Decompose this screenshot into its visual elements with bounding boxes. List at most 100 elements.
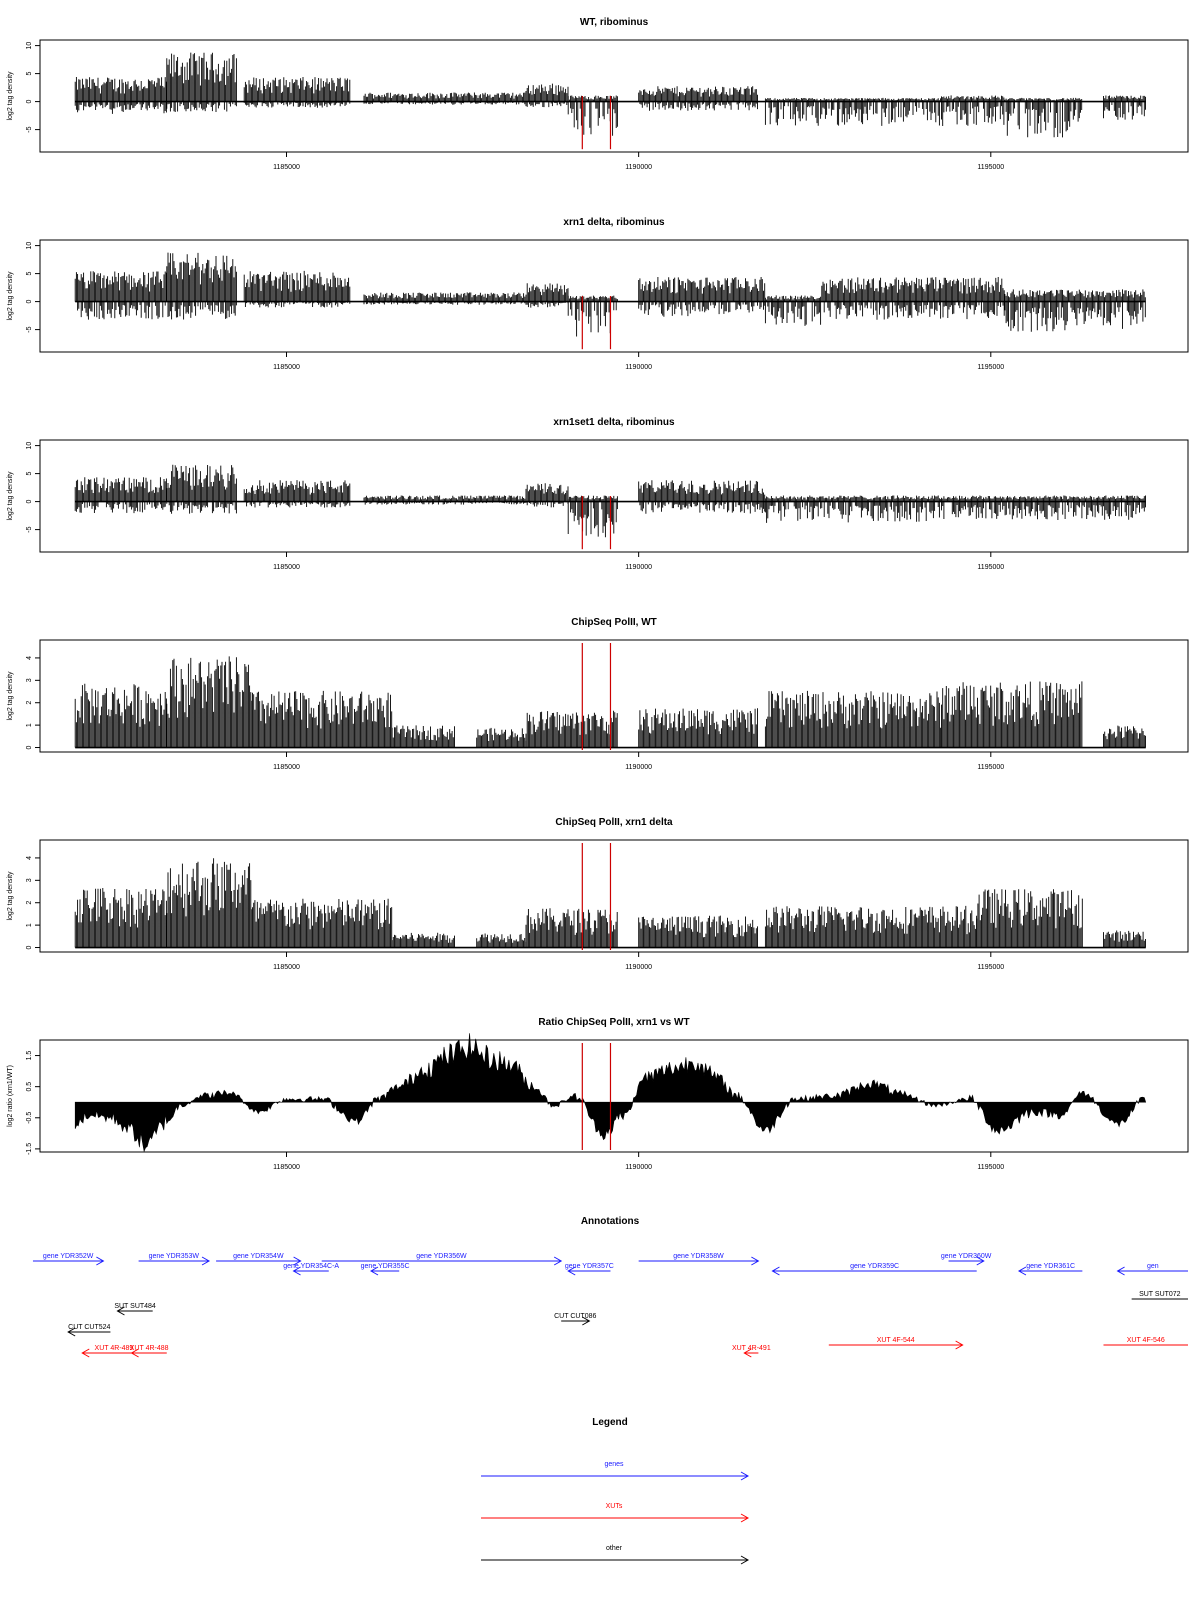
signal-bars [567, 295, 618, 337]
signal-segment [166, 464, 237, 514]
arrowhead-right-icon [740, 1471, 750, 1481]
signal-bars [166, 656, 252, 748]
legend-label: other [606, 1545, 623, 1552]
signal-bars [764, 690, 942, 748]
data-marks [74, 252, 1146, 337]
feature-label: gene YDR352W [43, 1253, 94, 1260]
x-tick-label: 1190000 [625, 364, 652, 371]
signal-segment [525, 283, 569, 308]
signal-segment [166, 656, 252, 748]
y-tick-label: 10 [26, 242, 33, 250]
plot-frame [39, 639, 1189, 753]
signal-segment [363, 92, 526, 105]
feature-label: gene YDR353W [149, 1253, 200, 1260]
signal-segment [638, 86, 758, 111]
feature-label: gene YDR354W [233, 1253, 284, 1260]
signal-segment [638, 480, 766, 514]
x-tick-label: 1190000 [625, 764, 652, 771]
y-tick-label: 2 [26, 901, 33, 905]
feature-label: CUT CUT086 [554, 1313, 596, 1320]
y-tick-label: 0 [26, 500, 33, 504]
annotation-feature: gene YDR357C [565, 1263, 614, 1276]
panel-title: xrn1 delta, ribominus [563, 217, 665, 228]
arrowhead-right-icon [553, 1256, 563, 1266]
annotation-feature: XUT 4F-546 [1103, 1337, 1188, 1346]
y-tick-label: 5 [26, 472, 33, 476]
signal-segment [166, 52, 237, 112]
feature-label: gene YDR360W [941, 1253, 992, 1260]
signal-bars [476, 727, 527, 748]
x-tick-label: 1195000 [977, 764, 1004, 771]
legend-item: genes [481, 1461, 750, 1481]
signal-segment [1103, 725, 1146, 748]
x-tick-label: 1195000 [977, 1164, 1004, 1171]
arrowhead-left-icon [771, 1266, 780, 1276]
plot-frame [39, 1039, 1189, 1153]
panel-title: ChipSeq PolII, xrn1 delta [555, 817, 673, 828]
signal-segment [567, 95, 618, 136]
x-tick-label: 1195000 [977, 164, 1004, 171]
signal-segment [764, 690, 942, 748]
annotation-feature: gene YDR360W [941, 1253, 992, 1266]
y-axis: 10 5 0 -5 [26, 442, 40, 533]
signal-bars [976, 889, 1083, 948]
signal-bars [166, 858, 252, 948]
feature-label: gene YDR361C [1026, 1263, 1075, 1270]
legend-label: XUTs [606, 1503, 623, 1510]
feature-label: gene YDR354C-A [283, 1263, 339, 1270]
arrowhead-right-icon [955, 1340, 964, 1350]
annotations-section: Annotations gene YDR352W gene YDR353W gene… [32, 1216, 1188, 1358]
annotation-feature: SUT SUT072 [1131, 1291, 1188, 1300]
signal-bars [638, 277, 766, 317]
y-tick-label: 10 [26, 42, 33, 50]
y-tick-label: 1.5 [26, 1051, 33, 1061]
signal-bars [525, 83, 569, 108]
legend-item: XUTs [481, 1503, 750, 1523]
y-tick-label: 0 [26, 100, 33, 104]
feature-label: gene YDR355C [361, 1263, 410, 1270]
feature-label: XUT 4F-546 [1127, 1337, 1165, 1344]
track-panel-5: Ratio ChipSeq PolII, xrn1 vs WT log2 rati… [7, 1017, 1189, 1171]
signal-segment [1103, 95, 1146, 120]
signal-segment [638, 277, 766, 317]
arrowhead-right-icon [96, 1256, 105, 1266]
panel-title: Ratio ChipSeq PolII, xrn1 vs WT [538, 1017, 689, 1028]
y-axis: 10 5 0 -5 [26, 242, 40, 333]
arrowhead-left-icon [67, 1327, 76, 1337]
signal-bars [74, 477, 167, 514]
signal-segment [567, 295, 618, 337]
signal-segment [764, 295, 822, 326]
signal-segment [391, 725, 455, 748]
gene-annotations: gene YDR352W gene YDR353W gene YDR354W gene… [32, 1253, 1188, 1276]
data-marks [74, 858, 1146, 948]
arrowhead-left-icon [292, 1266, 301, 1276]
signal-bars [525, 908, 618, 948]
y-tick-label: -0.5 [26, 1112, 33, 1124]
annotation-feature: gene YDR355C [361, 1263, 410, 1276]
x-tick-label: 1190000 [625, 164, 652, 171]
annotation-feature: XUT 4F-544 [828, 1337, 964, 1350]
feature-label: XUT 4F-544 [877, 1337, 915, 1344]
track-panel-0: WT, ribominus log2 tag density 10 5 0 -5 11850… [7, 17, 1189, 171]
annotation-feature: gene YDR354C-A [283, 1263, 339, 1276]
signal-segment [74, 683, 167, 748]
signal-segment [941, 95, 1005, 126]
y-tick-label: 4 [26, 656, 33, 660]
track-panel-3: ChipSeq PolII, WT log2 tag density 4 3 2 1 0 11… [7, 617, 1189, 771]
signal-segment [243, 77, 351, 108]
signal-bars [764, 905, 978, 948]
signal-segment [74, 888, 167, 948]
signal-segment [638, 915, 758, 948]
plot-frame [39, 839, 1189, 953]
signal-segment [250, 898, 393, 948]
signal-segment [638, 708, 758, 748]
signal-bars [1103, 930, 1146, 948]
annotation-feature: gene YDR359C [771, 1263, 977, 1276]
plot-frame [39, 39, 1189, 153]
y-axis-label: log2 ratio (xrn1/WT) [7, 1065, 14, 1127]
signal-segment [764, 905, 978, 948]
arrowhead-left-icon [370, 1266, 379, 1276]
feature-label: XUT 4R-489 [95, 1345, 134, 1352]
